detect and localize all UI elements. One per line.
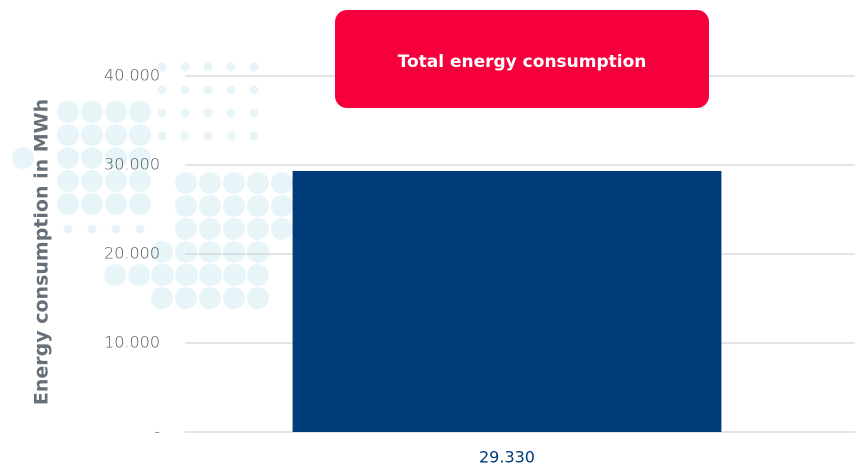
deco-dot	[223, 172, 245, 194]
deco-dot	[247, 241, 269, 263]
deco-dot	[158, 109, 167, 118]
deco-dot	[57, 124, 79, 146]
y-tick-label: 10.000	[104, 333, 160, 352]
deco-dot	[199, 195, 221, 217]
deco-dot	[176, 264, 198, 286]
deco-dot	[129, 101, 151, 123]
deco-dot	[204, 132, 213, 141]
deco-dot	[128, 264, 150, 286]
deco-dot	[250, 63, 259, 72]
deco-dot	[81, 124, 103, 146]
deco-dot	[227, 86, 236, 95]
deco-dot	[247, 264, 269, 286]
deco-dot	[181, 86, 190, 95]
value-label: 29.330	[479, 448, 535, 467]
deco-dot	[181, 63, 190, 72]
y-tick-label: -	[154, 422, 160, 441]
deco-dot	[104, 264, 126, 286]
deco-dot	[204, 109, 213, 118]
deco-dot	[200, 264, 222, 286]
decoration	[12, 63, 293, 310]
deco-dot	[181, 132, 190, 141]
deco-dot	[223, 218, 245, 240]
deco-dot	[181, 109, 190, 118]
y-tick-label: 20.000	[104, 244, 160, 263]
y-tick-label: 40.000	[104, 66, 160, 85]
deco-dot	[158, 132, 167, 141]
deco-dot	[204, 63, 213, 72]
deco-dot	[175, 172, 197, 194]
deco-dot	[151, 287, 173, 309]
deco-dot	[250, 86, 259, 95]
legend-entry: Total energy consumption	[398, 52, 647, 72]
deco-dot	[136, 202, 145, 211]
bar	[293, 171, 722, 432]
deco-dot	[271, 172, 293, 194]
deco-dot	[247, 172, 269, 194]
deco-dot	[227, 132, 236, 141]
y-axis-label: Energy consumption in MWh	[31, 99, 53, 405]
deco-dot	[129, 124, 151, 146]
deco-dot	[105, 124, 127, 146]
deco-dot	[175, 218, 197, 240]
deco-dot	[175, 287, 197, 309]
deco-dot	[199, 287, 221, 309]
deco-dot	[88, 179, 97, 188]
deco-dot	[64, 225, 73, 234]
deco-dot	[175, 195, 197, 217]
deco-dot	[199, 172, 221, 194]
deco-dot	[81, 101, 103, 123]
deco-dot	[247, 287, 269, 309]
deco-dot	[136, 225, 145, 234]
deco-dot	[199, 241, 221, 263]
deco-dot	[88, 225, 97, 234]
deco-dot	[223, 241, 245, 263]
deco-dot	[88, 202, 97, 211]
deco-dot	[247, 218, 269, 240]
deco-dot	[227, 109, 236, 118]
deco-dot	[57, 147, 79, 169]
y-tick-label: 30.000	[104, 155, 160, 174]
deco-dot	[158, 86, 167, 95]
deco-dot	[57, 101, 79, 123]
deco-dot	[64, 202, 73, 211]
page: {"chart_data": {"type": "bar", "y_label"…	[0, 0, 855, 470]
deco-dot	[152, 264, 174, 286]
chart: Energy consumption in MWh Total energy c…	[0, 0, 855, 470]
deco-dot	[199, 218, 221, 240]
deco-dot	[227, 63, 236, 72]
deco-dot	[112, 179, 121, 188]
deco-dot	[224, 264, 246, 286]
deco-dot	[81, 147, 103, 169]
deco-dot	[223, 195, 245, 217]
deco-dot	[271, 195, 293, 217]
deco-dot	[250, 109, 259, 118]
deco-dot	[175, 241, 197, 263]
deco-dot	[250, 132, 259, 141]
deco-dot	[112, 202, 121, 211]
deco-dot	[112, 225, 121, 234]
deco-dot	[271, 218, 293, 240]
deco-dot	[105, 101, 127, 123]
deco-dot	[64, 179, 73, 188]
deco-dot	[136, 179, 145, 188]
deco-dot	[204, 86, 213, 95]
deco-dot	[223, 287, 245, 309]
deco-dot	[247, 195, 269, 217]
